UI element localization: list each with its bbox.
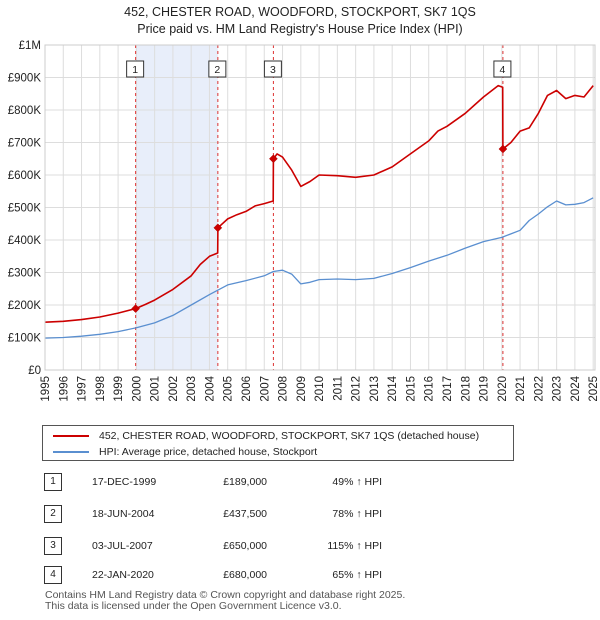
x-tick-label: 2005: [223, 376, 235, 402]
sale-label-number: 4: [499, 64, 505, 76]
x-tick-label: 2011: [332, 376, 344, 401]
chart-title: 452, CHESTER ROAD, WOODFORD, STOCKPORT, …: [0, 4, 600, 38]
transaction-row: 1 17-DEC-1999 £189,000 49% ↑ HPI: [42, 473, 462, 491]
transaction-number: 1: [44, 473, 62, 491]
y-tick-label: £200K: [8, 300, 42, 312]
transaction-number: 4: [44, 566, 62, 584]
y-tick-label: £1M: [19, 40, 41, 52]
x-tick-label: 2014: [387, 375, 399, 401]
sale-point: [131, 304, 140, 313]
legend-label-property: 452, CHESTER ROAD, WOODFORD, STOCKPORT, …: [99, 430, 480, 442]
x-tick-label: 2025: [588, 376, 600, 402]
sale-label-number: 1: [132, 64, 138, 76]
transaction-price: £680,000: [223, 569, 267, 581]
x-tick-label: 2022: [533, 376, 545, 402]
sale-label-box: [126, 60, 145, 78]
property-price-line: [44, 84, 594, 323]
x-tick-label: 2021: [515, 376, 527, 402]
transaction-date: 03-JUL-2007: [92, 540, 153, 552]
x-tick-label: 1995: [40, 376, 52, 402]
legend-label-hpi: HPI: Average price, detached house, Stoc…: [99, 446, 318, 458]
transaction-number: 3: [44, 537, 62, 555]
y-tick-label: £300K: [8, 268, 42, 280]
x-tick-label: 2016: [424, 376, 436, 402]
transaction-hpi: 49% ↑ HPI: [332, 476, 382, 488]
sale-label-number: 2: [214, 64, 220, 76]
sale-point: [213, 223, 223, 233]
footer: Contains HM Land Registry data © Crown c…: [45, 590, 405, 612]
x-tick-label: 2010: [314, 376, 326, 402]
x-tick-label: 2018: [460, 376, 472, 402]
x-tick-label: 1997: [77, 376, 89, 402]
y-tick-label: £900K: [8, 73, 42, 85]
y-tick-label: £600K: [8, 170, 42, 182]
x-tick-label: 2001: [150, 376, 162, 402]
y-tick-label: £800K: [8, 105, 42, 117]
sale-point: [498, 144, 508, 154]
y-tick-label: £0: [28, 365, 41, 377]
x-tick-label: 2004: [204, 375, 216, 401]
x-tick-label: 2020: [497, 376, 509, 402]
sale-label-box: [208, 60, 227, 78]
transaction-hpi: 78% ↑ HPI: [332, 508, 382, 520]
y-tick-label: £100K: [8, 333, 42, 345]
transaction-price: £650,000: [223, 540, 267, 552]
legend-swatch-property: [53, 435, 89, 437]
transaction-date: 17-DEC-1999: [92, 476, 157, 488]
x-tick-label: 2023: [552, 376, 564, 402]
x-tick-label: 2008: [278, 376, 290, 402]
x-tick-label: 2000: [131, 376, 143, 402]
x-tick-label: 2003: [186, 376, 198, 402]
price-chart: 1 2 3 4 £0 £100K £200K £300K £400K £500K £600K £70…: [8, 40, 600, 402]
y-tick-label: £700K: [8, 138, 42, 150]
transaction-row: 2 18-JUN-2004 £437,500 78% ↑ HPI: [42, 505, 462, 523]
hpi-line: [44, 197, 594, 339]
y-tick-label: £500K: [8, 203, 42, 215]
sale-label-box: [263, 60, 282, 78]
sale-point: [269, 154, 278, 164]
sale-label-box: [493, 60, 512, 78]
transaction-number: 2: [44, 505, 62, 523]
legend-swatch-hpi: [53, 451, 89, 453]
x-tick-label: 2013: [369, 376, 381, 402]
transaction-price: £189,000: [223, 476, 267, 488]
x-tick-label: 1998: [95, 376, 107, 402]
x-tick-label: 2002: [168, 376, 180, 402]
x-tick-label: 2009: [296, 376, 308, 402]
chart-title-line1: 452, CHESTER ROAD, WOODFORD, STOCKPORT, …: [124, 5, 476, 19]
x-tick-label: 2006: [241, 376, 253, 402]
sale-label-number: 3: [270, 64, 276, 76]
footer-licence: This data is licensed under the Open Gov…: [45, 600, 342, 612]
x-tick-label: 2017: [442, 376, 454, 402]
x-tick-label: 2012: [351, 376, 363, 402]
transaction-date: 22-JAN-2020: [92, 569, 154, 581]
x-tick-label: 1999: [113, 376, 125, 402]
y-tick-label: £400K: [8, 235, 42, 247]
transaction-row: 4 22-JAN-2020 £680,000 65% ↑ HPI: [42, 566, 462, 584]
chart-title-line2: Price paid vs. HM Land Registry's House …: [137, 22, 463, 36]
x-tick-label: 2019: [479, 376, 491, 402]
transaction-price: £437,500: [223, 508, 267, 520]
transaction-row: 3 03-JUL-2007 £650,000 115% ↑ HPI: [42, 537, 462, 555]
transaction-hpi: 65% ↑ HPI: [332, 569, 382, 581]
legend: 452, CHESTER ROAD, WOODFORD, STOCKPORT, …: [42, 425, 514, 461]
transaction-hpi: 115% ↑ HPI: [327, 540, 382, 552]
plot-border: [44, 44, 596, 371]
footer-copyright: Contains HM Land Registry data © Crown c…: [45, 589, 406, 601]
x-tick-label: 2024: [570, 375, 582, 401]
x-tick-label: 1996: [58, 376, 70, 402]
x-tick-label: 2015: [405, 376, 417, 402]
x-tick-label: 2007: [259, 376, 271, 402]
transaction-date: 18-JUN-2004: [92, 508, 155, 520]
